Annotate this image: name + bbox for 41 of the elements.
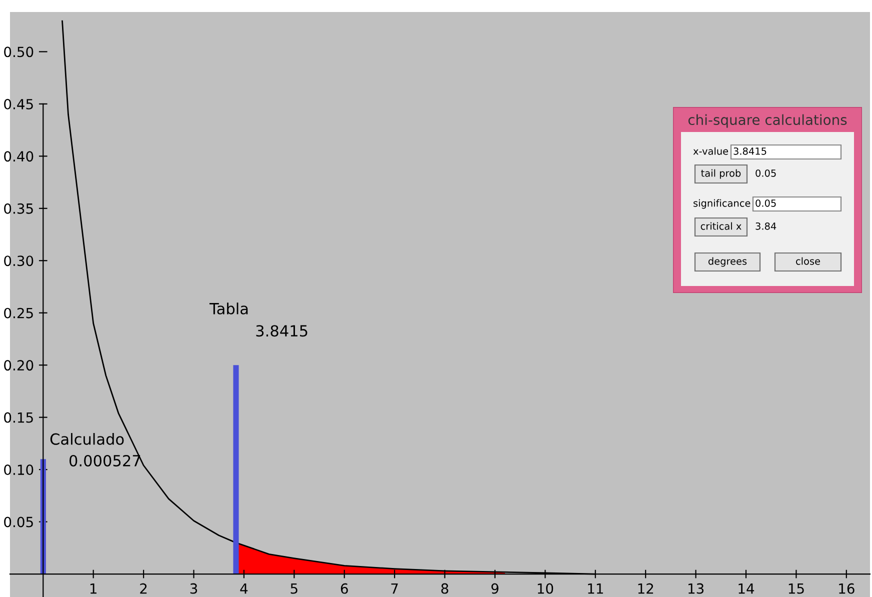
x-tick-label: 7 (391, 583, 398, 594)
annotation: 0.05 (756, 199, 776, 207)
x-tick-label: 12 (638, 583, 654, 594)
y-tick-label: 0.10 (4, 464, 34, 476)
annotation: Calculado (50, 433, 124, 445)
y-tick-label: 0.45 (4, 98, 33, 110)
y-tick-label: 0.05 (4, 516, 33, 528)
x-tick-label: 10 (538, 583, 554, 594)
x-tick-label: 6 (340, 583, 348, 594)
x-tick-label: 13 (688, 583, 704, 594)
x-tick-label: 15 (788, 583, 804, 594)
y-tick-label: 0.15 (4, 412, 33, 423)
y-tick-label: 0.25 (4, 308, 33, 318)
annotation: 0.05 (756, 169, 776, 177)
annotation: 3.8415 (256, 325, 308, 337)
y-tick-label: 0.50 (4, 46, 34, 58)
x-tick-label: 16 (839, 583, 854, 594)
x-tick-label: 1 (90, 583, 96, 594)
annotation: significance (694, 199, 750, 209)
annotation: tail prob (701, 169, 741, 179)
y-tick-label: 0.40 (4, 151, 34, 162)
x-tick-label: 4 (240, 583, 248, 594)
x-tick-label: 5 (290, 583, 298, 594)
x-tick-label: 11 (588, 583, 603, 594)
x-tick-label: 14 (738, 583, 754, 594)
annotation: 3.84 (756, 222, 776, 230)
x-tick-label: 8 (441, 583, 448, 594)
annotation: 0.000527 (69, 454, 140, 467)
y-tick-label: 0.35 (4, 203, 33, 214)
annotation: Tabla (209, 302, 248, 314)
annotation: degrees (708, 257, 747, 267)
y-tick-label: 0.30 (4, 256, 34, 266)
annotation: critical x (700, 222, 742, 230)
x-tick-label: 3 (190, 583, 198, 594)
x-tick-label: 9 (491, 583, 498, 594)
x-tick-label: 2 (140, 583, 147, 594)
annotation: close (796, 257, 820, 265)
y-tick-label: 0.20 (4, 360, 34, 371)
annotation: x-value (693, 147, 728, 155)
text: chi-square calculations (688, 114, 847, 128)
annotation: 3.8415 (734, 147, 766, 155)
